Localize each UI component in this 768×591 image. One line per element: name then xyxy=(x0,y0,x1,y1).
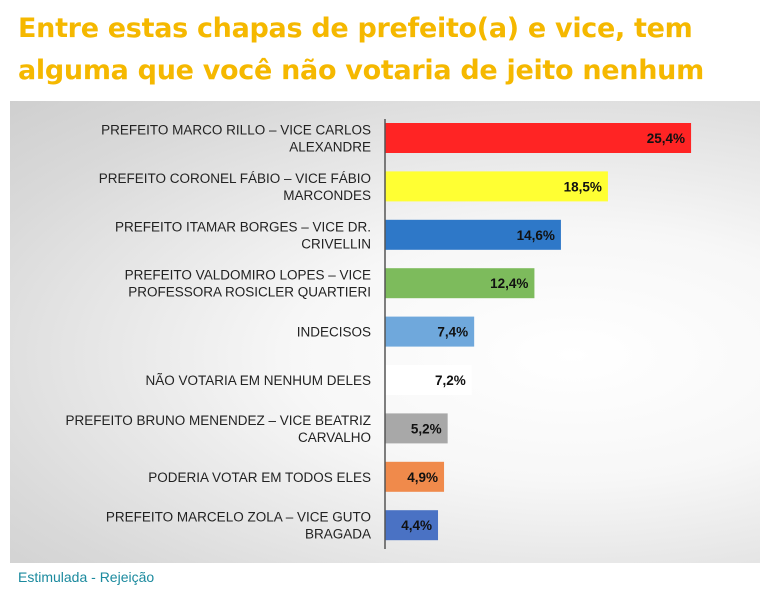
bar xyxy=(385,268,535,299)
category-label: NÃO VOTARIA EM NENHUM DELES xyxy=(145,373,371,388)
bar xyxy=(385,123,692,153)
category-label-line: PREFEITO MARCO RILLO – VICE CARLOS xyxy=(101,123,371,138)
category-label-line: PODERIA VOTAR EM TODOS ELES xyxy=(148,470,371,485)
category-label-line: PREFEITO MARCELO ZOLA – VICE GUTO xyxy=(106,510,371,525)
category-label-line: PROFESSORA ROSICLER QUARTIERI xyxy=(128,285,371,300)
page-title: Entre estas chapas de prefeito(a) e vice… xyxy=(18,13,704,86)
category-label: PREFEITO VALDOMIRO LOPES – VICE PROFESSOR… xyxy=(125,268,371,300)
bar xyxy=(385,413,448,444)
bar xyxy=(385,510,439,541)
category-label-line: PREFEITO ITAMAR BORGES – VICE DR. xyxy=(115,219,371,234)
category-label: PREFEITO CORONEL FÁBIO – VICE FÁBIO MARCO… xyxy=(99,171,371,203)
category-label-line: CRIVELLIN xyxy=(301,236,371,251)
bar xyxy=(385,365,472,395)
data-label: 5,2% xyxy=(411,421,442,436)
bar xyxy=(385,219,561,250)
category-label-line: NÃO VOTARIA EM NENHUM DELES xyxy=(145,373,371,388)
bar-chart: 25,4% PREFEITO MARCO RILLO – VICE CARLOS A… xyxy=(65,119,692,549)
data-label: 18,5% xyxy=(564,179,602,194)
data-label: 4,9% xyxy=(407,470,438,485)
category-label-line: PREFEITO BRUNO MENENDEZ – VICE BEATRIZ xyxy=(65,413,371,428)
category-label: PREFEITO MARCELO ZOLA – VICE GUTO BRAGADA xyxy=(106,510,371,542)
footer-note: Estimulada - Rejeição xyxy=(18,569,155,585)
category-label-line: INDECISOS xyxy=(297,325,371,340)
category-label-line: BRAGADA xyxy=(305,527,371,542)
category-label: INDECISOS xyxy=(297,325,371,340)
category-label-line: PREFEITO VALDOMIRO LOPES – VICE xyxy=(125,268,371,283)
bar xyxy=(385,171,608,202)
category-label: PREFEITO ITAMAR BORGES – VICE DR. CRIVELL… xyxy=(115,219,371,251)
category-label-line: ALEXANDRE xyxy=(289,140,371,155)
data-label: 12,4% xyxy=(490,276,528,291)
category-label: PREFEITO MARCO RILLO – VICE CARLOS ALEXAN… xyxy=(101,123,371,155)
category-label: PREFEITO BRUNO MENENDEZ – VICE BEATRIZ CA… xyxy=(65,413,371,445)
chart-panel: 25,4% PREFEITO MARCO RILLO – VICE CARLOS A… xyxy=(10,101,760,563)
data-label: 25,4% xyxy=(647,131,685,146)
data-label: 4,4% xyxy=(401,518,432,533)
data-label: 7,4% xyxy=(437,325,468,340)
bar xyxy=(385,316,475,347)
category-label-line: PREFEITO CORONEL FÁBIO – VICE FÁBIO xyxy=(99,171,371,186)
bar xyxy=(385,461,445,492)
data-label: 14,6% xyxy=(517,228,555,243)
category-label-line: CARVALHO xyxy=(298,430,371,445)
category-label: PODERIA VOTAR EM TODOS ELES xyxy=(148,470,371,485)
data-label: 7,2% xyxy=(435,373,466,388)
category-label-line: MARCONDES xyxy=(283,188,371,203)
